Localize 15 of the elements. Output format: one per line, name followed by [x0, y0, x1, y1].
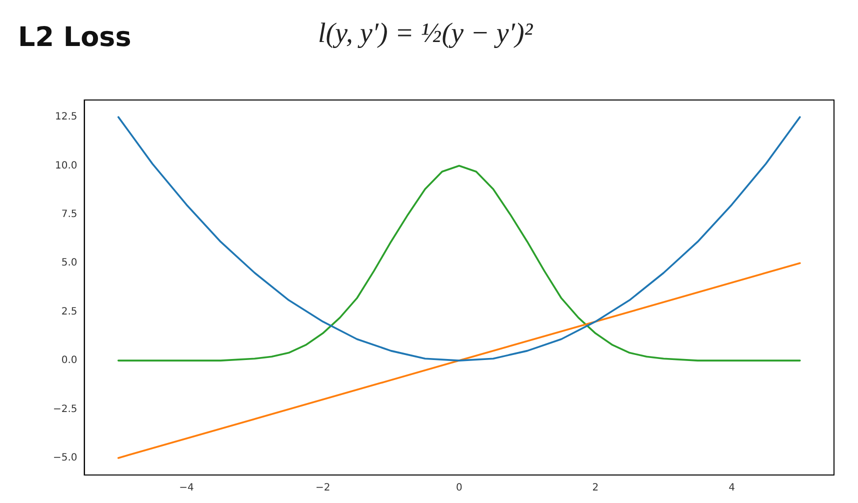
y-tick-label: 5.0 [61, 258, 78, 269]
y-tick-label: 7.5 [61, 209, 78, 220]
x-tick-label: −2 [315, 482, 330, 494]
x-tick-label: −4 [179, 482, 194, 494]
y-tick-label: −5.0 [52, 452, 78, 464]
chart-subtitle: l(y, y′) = ½(y − y′)² [318, 18, 533, 50]
chart-title: L2 Loss [18, 22, 132, 53]
y-tick-label: −2.5 [52, 404, 78, 415]
y-tick-label: 10.0 [55, 160, 78, 172]
x-tick-label: 4 [728, 482, 735, 494]
y-tick-label: 2.5 [61, 306, 78, 318]
y-tick-label: 12.5 [55, 112, 78, 123]
y-tick-label: 0.0 [61, 355, 78, 366]
x-tick-label: 0 [456, 482, 462, 494]
x-tick-label: 2 [592, 482, 599, 494]
